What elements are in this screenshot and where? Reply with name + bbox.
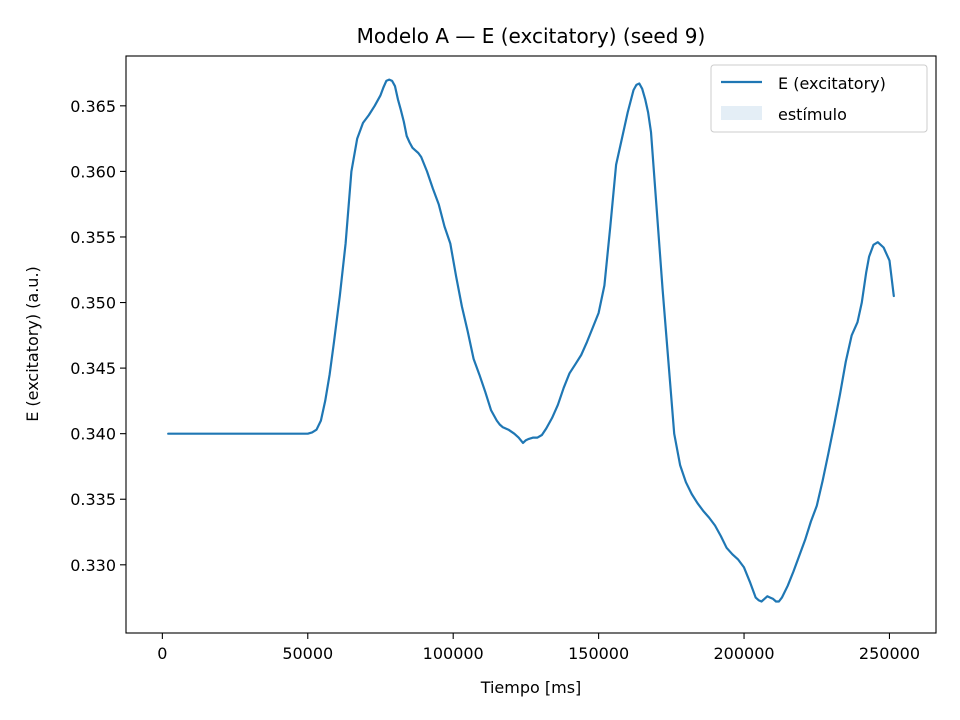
y-tick-label: 0.340 <box>70 425 116 444</box>
y-tick-label: 0.350 <box>70 294 116 313</box>
x-axis-label: Tiempo [ms] <box>480 678 582 697</box>
y-axis: 0.330 0.335 0.340 0.345 0.350 0.355 0.360 0.365 <box>70 97 126 575</box>
x-axis: 0 50000 100000 150000 200000 250000 <box>157 633 920 663</box>
x-tick-label: 50000 <box>282 644 333 663</box>
y-tick-label: 0.345 <box>70 359 116 378</box>
x-tick-label: 0 <box>157 644 167 663</box>
axes-frame <box>125 55 937 634</box>
y-tick-label: 0.355 <box>70 228 116 247</box>
y-tick-label: 0.360 <box>70 162 116 181</box>
y-tick-label: 0.335 <box>70 490 116 509</box>
chart-title: Modelo A — E (excitatory) (seed 9) <box>357 24 706 48</box>
legend-label-excitatory: E (excitatory) <box>778 74 886 93</box>
x-tick-label: 200000 <box>714 644 775 663</box>
legend-label-estimulo: estímulo <box>778 105 847 124</box>
legend: E (excitatory) estímulo <box>710 64 928 133</box>
legend-patch-swatch <box>721 106 762 120</box>
x-tick-label: 150000 <box>568 644 629 663</box>
series-line-excitatory <box>167 78 895 603</box>
x-tick-label: 100000 <box>423 644 484 663</box>
y-tick-label: 0.365 <box>70 97 116 116</box>
y-axis-label: E (excitatory) (a.u.) <box>23 266 42 422</box>
legend-box <box>710 64 928 133</box>
plot-area <box>167 78 895 603</box>
x-tick-label: 250000 <box>859 644 920 663</box>
y-tick-label: 0.330 <box>70 556 116 575</box>
